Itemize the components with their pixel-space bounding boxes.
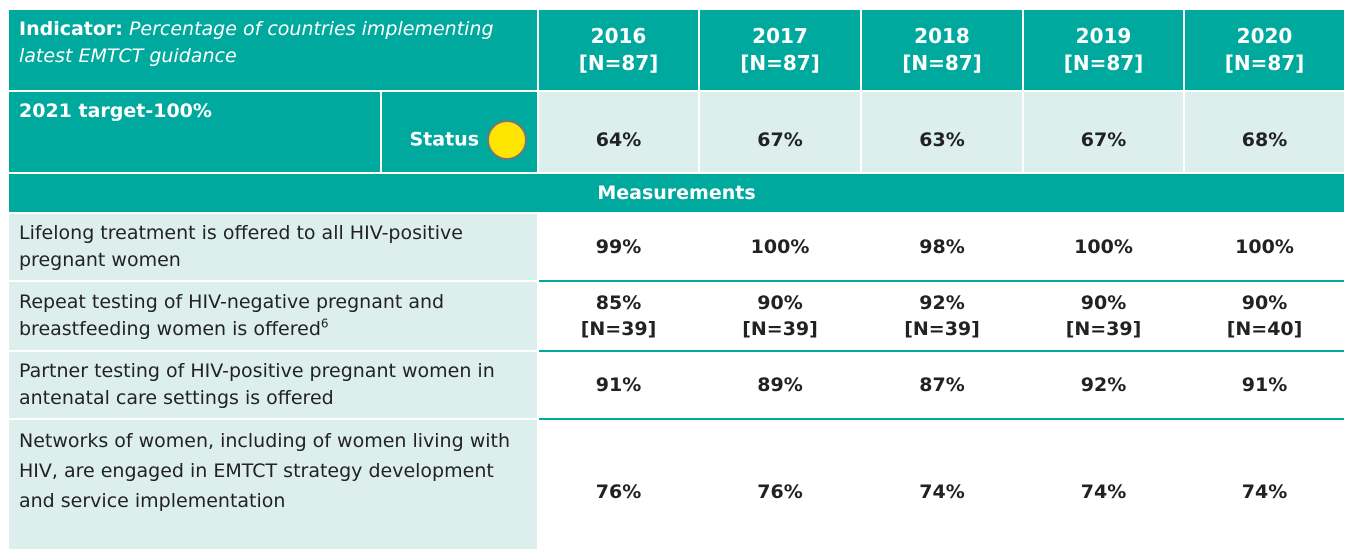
value: 85% (595, 292, 642, 314)
value: 64% (595, 128, 642, 151)
value: 67% (1080, 128, 1127, 151)
table: Indicator: Percentage of countries imple… (7, 8, 1344, 549)
measurement-row: Lifelong treatment is offered to all HIV… (7, 212, 1344, 282)
measurement-value: 74% (860, 418, 1025, 549)
value: 74% (919, 480, 965, 503)
measurement-value: 91% (1183, 350, 1344, 420)
value-n: [N=39] (580, 318, 657, 340)
year: 2020 (1236, 24, 1293, 48)
year-header: 2019 [N=87] (1022, 8, 1186, 92)
target-label: 2021 target-100% (7, 90, 382, 174)
value-n: [N=40] (1226, 318, 1303, 340)
target-row: 2021 target-100% Status 64% 67% 63% 67% 68% (7, 90, 1344, 174)
value: 91% (595, 374, 642, 396)
status-text: Status (409, 128, 480, 151)
label: Lifelong treatment is offered to all HIV… (19, 222, 463, 271)
target-text: 2021 target-100% (19, 100, 212, 122)
target-value: 67% (1022, 90, 1186, 174)
indicator-text: Percentage of countries implementing lat… (19, 18, 494, 67)
value: 89% (757, 374, 803, 396)
value: 90% (1241, 292, 1288, 314)
value: 87% (919, 374, 965, 396)
year-n: [N=87] (1063, 51, 1144, 75)
measurement-value: 99% (537, 212, 701, 282)
measurement-value: 92% [N=39] (860, 280, 1025, 352)
measurement-value: 90% [N=39] (1022, 280, 1186, 352)
year-header: 2017 [N=87] (698, 8, 863, 92)
measurement-row: Repeat testing of HIV-negative pregnant … (7, 280, 1344, 352)
year-n: [N=87] (740, 51, 820, 75)
year: 2016 (590, 24, 647, 48)
status-circle (487, 120, 528, 160)
measurement-value: 100% (1183, 212, 1344, 282)
year: 2017 (752, 24, 808, 48)
value: 100% (1074, 236, 1133, 258)
year-header: 2020 [N=87] (1183, 8, 1344, 92)
value: 74% (1080, 480, 1127, 503)
value: 67% (757, 128, 803, 151)
measurement-value: 76% (537, 418, 701, 549)
measurements-title: Measurements (7, 172, 1344, 214)
value: 74% (1241, 480, 1288, 503)
label: Repeat testing of HIV-negative pregnant … (19, 291, 445, 340)
value: 100% (1235, 236, 1294, 258)
value: 63% (919, 128, 965, 151)
year-header: 2018 [N=87] (860, 8, 1025, 92)
measurement-value: 92% (1022, 350, 1186, 420)
measurement-label: Networks of women, including of women li… (7, 418, 540, 549)
measurement-value: 91% (537, 350, 701, 420)
value: 90% (1080, 292, 1127, 314)
measurement-label: Partner testing of HIV-positive pregnant… (7, 350, 540, 420)
value: 68% (1241, 128, 1288, 151)
value: 90% (757, 292, 803, 314)
label: Partner testing of HIV-positive pregnant… (19, 360, 495, 409)
status-cell: Status (379, 90, 540, 174)
year-n: [N=87] (1224, 51, 1305, 75)
value: 76% (757, 480, 803, 503)
value-n: [N=39] (904, 318, 980, 340)
year: 2019 (1075, 24, 1132, 48)
year-n: [N=87] (902, 51, 982, 75)
value: 76% (595, 480, 642, 503)
year: 2018 (914, 24, 970, 48)
header-row: Indicator: Percentage of countries imple… (7, 8, 1344, 92)
measurements-row: Measurements (7, 172, 1344, 214)
measurement-value: 87% (860, 350, 1025, 420)
measurement-value: 74% (1183, 418, 1344, 549)
measurement-value: 98% (860, 212, 1025, 282)
target-value: 63% (860, 90, 1025, 174)
measurement-value: 89% (698, 350, 863, 420)
measurement-value: 90% [N=39] (698, 280, 863, 352)
value-n: [N=39] (742, 318, 818, 340)
value: 98% (919, 236, 965, 258)
value: 91% (1241, 374, 1288, 396)
measurement-value: 85% [N=39] (537, 280, 701, 352)
measurement-row: Networks of women, including of women li… (7, 418, 1344, 549)
target-value: 67% (698, 90, 863, 174)
year-n: [N=87] (578, 51, 659, 75)
table-body: Indicator: Percentage of countries imple… (7, 8, 1344, 549)
value-n: [N=39] (1065, 318, 1142, 340)
measurement-value: 76% (698, 418, 863, 549)
footnote: 6 (320, 316, 329, 331)
measurement-value: 100% (698, 212, 863, 282)
value: 100% (750, 236, 810, 258)
measurement-value: 74% (1022, 418, 1186, 549)
value: 99% (595, 236, 642, 258)
indicator-label: Indicator: (19, 18, 123, 40)
value: 92% (1080, 374, 1127, 396)
table-wrap: Indicator: Percentage of countries imple… (7, 8, 1344, 549)
measurement-row: Partner testing of HIV-positive pregnant… (7, 350, 1344, 420)
measurement-label: Lifelong treatment is offered to all HIV… (7, 212, 540, 282)
target-value: 64% (537, 90, 701, 174)
measurement-value: 100% (1022, 212, 1186, 282)
measurement-label: Repeat testing of HIV-negative pregnant … (7, 280, 540, 352)
indicator-cell: Indicator: Percentage of countries imple… (7, 8, 540, 92)
label: Networks of women, including of women li… (19, 430, 511, 512)
year-header: 2016 [N=87] (537, 8, 701, 92)
target-value: 68% (1183, 90, 1344, 174)
value: 92% (919, 292, 965, 314)
measurement-value: 90% [N=40] (1183, 280, 1344, 352)
